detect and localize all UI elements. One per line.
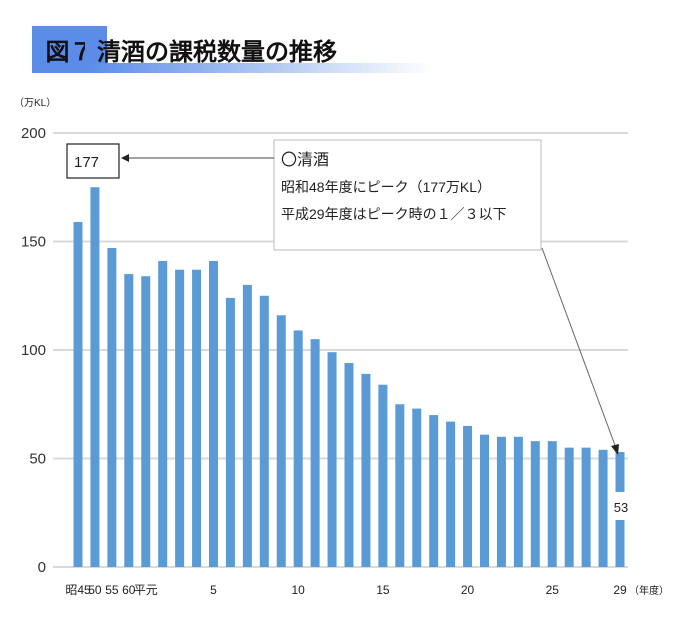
bar xyxy=(395,404,405,567)
bar xyxy=(327,352,337,567)
x-tick-label: 60 xyxy=(122,583,136,597)
bar xyxy=(276,315,286,567)
bar xyxy=(581,447,591,567)
bar xyxy=(412,408,422,567)
bar xyxy=(361,373,371,567)
bar xyxy=(598,449,608,567)
bar xyxy=(259,295,269,567)
title-gradient xyxy=(85,63,435,73)
bar xyxy=(225,297,235,567)
x-tick-label: 25 xyxy=(546,583,560,597)
title-stripe xyxy=(85,26,91,73)
x-tick-label: 10 xyxy=(292,583,306,597)
last-value-label: 53 xyxy=(614,500,628,515)
bar xyxy=(73,221,83,567)
bar xyxy=(530,441,540,567)
bar xyxy=(310,339,320,567)
label-gap xyxy=(614,492,626,520)
y-tick-label: 0 xyxy=(38,559,46,576)
bar xyxy=(547,441,557,567)
x-tick-label: 平元 xyxy=(134,583,158,597)
x-tick-label: 15 xyxy=(376,583,390,597)
x-axis-unit: （年度） xyxy=(629,584,669,597)
bar xyxy=(564,447,574,567)
y-tick-label: 200 xyxy=(21,125,46,142)
callout-text: 平成29年度はピーク時の１／３以下 xyxy=(281,206,507,222)
chart-title: 清酒の課税数量の推移 xyxy=(97,38,337,66)
bar xyxy=(107,248,117,567)
last-arrowhead xyxy=(611,444,619,455)
bar xyxy=(496,436,506,567)
y-tick-label: 150 xyxy=(21,234,46,251)
bar xyxy=(242,284,252,567)
callout-text: 〇清酒 xyxy=(281,151,329,169)
x-tick-label: 29 xyxy=(613,583,627,597)
x-tick-label: 20 xyxy=(461,583,475,597)
bar xyxy=(90,187,100,567)
bar xyxy=(344,363,354,567)
bar xyxy=(209,261,218,567)
bar xyxy=(463,425,473,567)
y-axis-unit: （万KL） xyxy=(14,97,56,109)
callout-box xyxy=(273,139,542,251)
last-arrow xyxy=(541,247,617,449)
bar xyxy=(446,421,456,567)
title-bar: 清酒の課税数量の推移 xyxy=(85,26,435,73)
x-tick-label: 50 xyxy=(88,583,102,597)
bar xyxy=(158,261,168,567)
callout-text: 昭和48年度にピーク（177万KL） xyxy=(281,179,491,195)
y-tick-label: 100 xyxy=(21,342,46,359)
y-tick-label: 50 xyxy=(29,451,46,468)
peak-arrowhead xyxy=(121,154,129,162)
bar xyxy=(141,276,151,567)
bar xyxy=(429,415,439,567)
bar xyxy=(513,436,523,567)
x-tick-label: 5 xyxy=(210,583,217,597)
bar xyxy=(175,269,185,567)
bar xyxy=(192,269,202,567)
bar xyxy=(293,330,303,567)
bar xyxy=(480,434,489,567)
bar xyxy=(124,274,134,567)
peak-label-box xyxy=(66,143,120,179)
x-tick-label: 昭45 xyxy=(65,583,91,597)
bar xyxy=(378,384,388,567)
x-tick-label: 55 xyxy=(105,583,119,597)
peak-label: 177 xyxy=(74,154,99,171)
